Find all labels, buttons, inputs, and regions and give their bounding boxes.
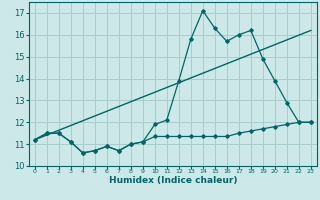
X-axis label: Humidex (Indice chaleur): Humidex (Indice chaleur) [108, 176, 237, 185]
